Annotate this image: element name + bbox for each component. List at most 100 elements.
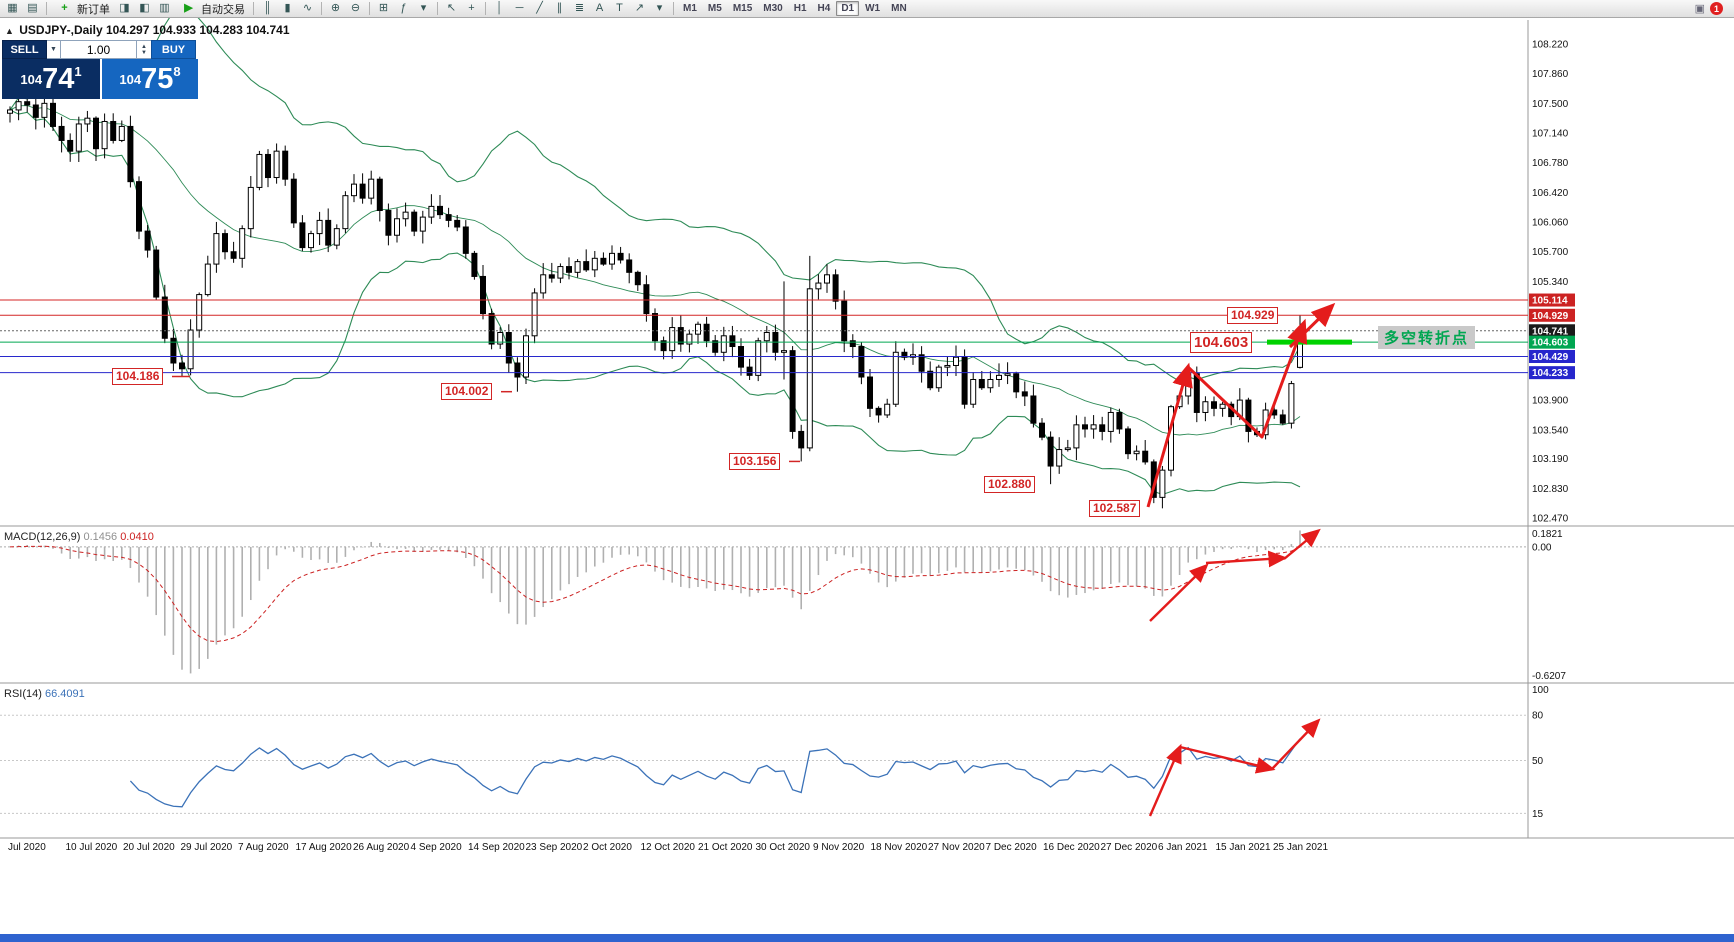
sell-button[interactable]: SELL [2, 40, 47, 59]
svg-text:104.603: 104.603 [1532, 338, 1569, 349]
new-order-button[interactable]: + 新订单 [51, 1, 114, 16]
svg-text:103.900: 103.900 [1532, 396, 1569, 407]
vertical-line-icon[interactable]: │ [496, 2, 503, 14]
bar-chart-icon[interactable]: ║ [263, 2, 272, 14]
price-badge [1529, 293, 1575, 307]
price-annotation[interactable]: 102.880 [984, 475, 1036, 493]
channel-icon[interactable]: ∥ [556, 2, 563, 14]
chart-trend-arrow[interactable] [1146, 362, 1193, 508]
turning-point-label[interactable]: 多空转折点 [1378, 326, 1476, 349]
rsi-trend-arrow[interactable] [1271, 718, 1321, 770]
notifications-badge[interactable]: 1 [1710, 2, 1723, 15]
price-axis: 108.220 107.860 107.500 107.140 106.780 106.4… [1532, 40, 1569, 525]
svg-text:50: 50 [1532, 756, 1544, 767]
svg-text:9 Nov 2020: 9 Nov 2020 [813, 842, 865, 853]
tile-windows-icon[interactable]: ⊞ [378, 2, 389, 14]
timeframe-button-M30[interactable]: M30 [763, 3, 783, 14]
arrows-dropdown-icon[interactable]: ▾ [656, 2, 663, 14]
price-annotation[interactable]: 104.929 [1227, 306, 1279, 324]
rsi-trend-arrow[interactable] [1148, 743, 1182, 817]
svg-text:12 Oct 2020: 12 Oct 2020 [641, 842, 696, 853]
macd-pane: MACD(12,26,9) 0.1456 0.0410 0.1821 0.00 -0.… [0, 529, 1566, 682]
timeframe-button-M1[interactable]: M1 [683, 3, 697, 14]
candlestick-chart-icon[interactable]: ▮ [284, 2, 291, 14]
trendline-icon[interactable]: ╱ [536, 2, 543, 14]
sell-price[interactable]: 104 74 1 [2, 59, 100, 99]
cursor-icon[interactable]: ↖ [446, 2, 457, 14]
svg-text:107.500: 107.500 [1532, 99, 1569, 110]
macd-trend-arrow[interactable] [1205, 550, 1288, 568]
community-icon[interactable]: ▣ [1694, 3, 1705, 15]
text-label-icon[interactable]: T [616, 2, 623, 14]
volume-input[interactable] [61, 40, 137, 59]
new-chart-icon[interactable]: ▦ [7, 2, 18, 14]
svg-text:-0.6207: -0.6207 [1532, 671, 1566, 682]
timeframe-button-W1[interactable]: W1 [865, 3, 881, 14]
chart-trend-arrow[interactable] [1288, 302, 1336, 349]
sell-price-big: 74 [42, 63, 75, 95]
timeframe-button-MN[interactable]: MN [891, 3, 907, 14]
annotation-lines[interactable] [172, 375, 800, 463]
profiles-icon[interactable]: ▤ [27, 2, 38, 14]
macd-signal-line [9, 545, 1301, 643]
text-icon[interactable]: A [595, 2, 604, 14]
timeframe-button-D1[interactable]: D1 [836, 1, 860, 16]
toolbar-separator [321, 2, 322, 15]
bb-lower [9, 109, 1301, 496]
svg-text:104.429: 104.429 [1532, 352, 1569, 363]
rsi-trend-arrow[interactable] [1179, 745, 1276, 774]
price-annotation[interactable]: 104.603 [1190, 331, 1253, 353]
buy-price[interactable]: 104 75 8 [100, 59, 198, 99]
timeframe-button-M5[interactable]: M5 [707, 3, 722, 14]
volume-spinner[interactable]: ▲ ▼ [137, 40, 151, 59]
buy-button[interactable]: BUY [151, 40, 196, 59]
spinner-up-icon[interactable]: ▲ [141, 43, 147, 50]
toolbar-separator [46, 2, 47, 15]
data-window-icon[interactable]: ◧ [139, 2, 150, 14]
svg-text:29 Jul 2020: 29 Jul 2020 [181, 842, 233, 853]
trend-arrows[interactable] [1146, 302, 1336, 817]
autotrading-button[interactable]: ▶ 自动交易 [175, 1, 249, 16]
price-annotation[interactable]: 104.002 [441, 383, 493, 401]
zoom-out-icon[interactable]: ⊖ [350, 2, 361, 14]
svg-text:18 Nov 2020: 18 Nov 2020 [871, 842, 928, 853]
volume-dropdown-icon[interactable]: ▼ [47, 40, 61, 59]
crosshair-icon[interactable]: + [468, 2, 475, 14]
svg-text:14 Sep 2020: 14 Sep 2020 [468, 842, 525, 853]
price-annotation[interactable]: 103.156 [729, 452, 781, 470]
svg-text:0.1821: 0.1821 [1532, 529, 1563, 540]
svg-text:10 Jul 2020: 10 Jul 2020 [66, 842, 118, 853]
indicators-dropdown-icon[interactable]: ▾ [420, 2, 427, 14]
price-badge [1529, 349, 1575, 363]
price-annotation[interactable]: 104.186 [112, 368, 164, 386]
line-chart-icon[interactable]: ∿ [302, 2, 313, 14]
horizontal-line-icon[interactable]: ─ [515, 2, 524, 14]
svg-text:16 Dec 2020: 16 Dec 2020 [1043, 842, 1100, 853]
rsi-line [129, 738, 1301, 808]
level-lines[interactable]: 105.114104.929104.741104.603104.429104.2… [0, 293, 1575, 380]
svg-text:105.340: 105.340 [1532, 277, 1569, 288]
timeframe-button-M15[interactable]: M15 [732, 3, 753, 14]
arrows-icon[interactable]: ↗ [634, 2, 645, 14]
spinner-down-icon[interactable]: ▼ [141, 49, 147, 56]
macd-trend-arrow[interactable] [1149, 563, 1209, 622]
svg-text:106.780: 106.780 [1532, 158, 1569, 169]
timeframe-button-H4[interactable]: H4 [817, 3, 831, 14]
price-annotation[interactable]: 102.587 [1089, 499, 1141, 517]
macd-trend-arrow[interactable] [1283, 528, 1321, 560]
sell-price-prefix: 104 [20, 72, 43, 87]
navigator-icon[interactable]: ▥ [159, 2, 170, 14]
svg-text:103.190: 103.190 [1532, 454, 1569, 465]
zoom-in-icon[interactable]: ⊕ [330, 2, 341, 14]
trade-panel-price-row: 104 74 1 104 75 8 [2, 59, 198, 99]
indicators-icon[interactable]: ƒ [400, 2, 407, 14]
svg-text:0.00: 0.00 [1532, 542, 1552, 553]
fibonacci-icon[interactable]: ≣ [574, 2, 585, 14]
svg-text:104.233: 104.233 [1532, 368, 1569, 379]
toolbar-separator [673, 2, 674, 15]
market-watch-icon[interactable]: ◨ [119, 2, 130, 14]
timeframe-button-H1[interactable]: H1 [793, 3, 807, 14]
chart-trend-arrow[interactable] [1186, 318, 1308, 439]
